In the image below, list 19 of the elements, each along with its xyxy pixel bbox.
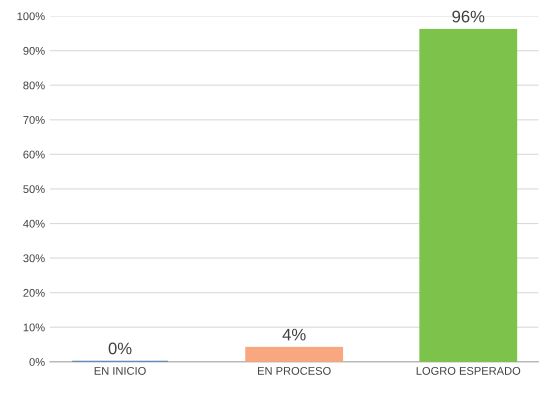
y-tick-label: 40% — [23, 220, 45, 228]
bar — [419, 28, 518, 362]
data-label: 4% — [282, 328, 306, 340]
y-tick-label: 90% — [23, 46, 45, 55]
bar — [245, 346, 344, 362]
y-tick-label: 20% — [23, 288, 45, 297]
y-tick-label: 0% — [29, 358, 45, 366]
data-label: 96% — [452, 10, 484, 22]
y-tick-label: 30% — [23, 254, 45, 262]
y-tick-label: 50% — [23, 185, 45, 194]
x-tick-label: EN PROCESO — [258, 366, 331, 375]
y-tick-label: 70% — [23, 116, 45, 124]
y-tick-label: 60% — [23, 150, 45, 159]
data-label: 0% — [108, 342, 132, 354]
x-tick-label: LOGRO ESPERADO — [416, 366, 520, 375]
y-tick-label: 10% — [24, 323, 45, 332]
y-tick-label: 80% — [23, 81, 45, 90]
x-tick-label: EN INICIO — [94, 366, 146, 375]
y-tick-label: 100% — [18, 12, 45, 20]
